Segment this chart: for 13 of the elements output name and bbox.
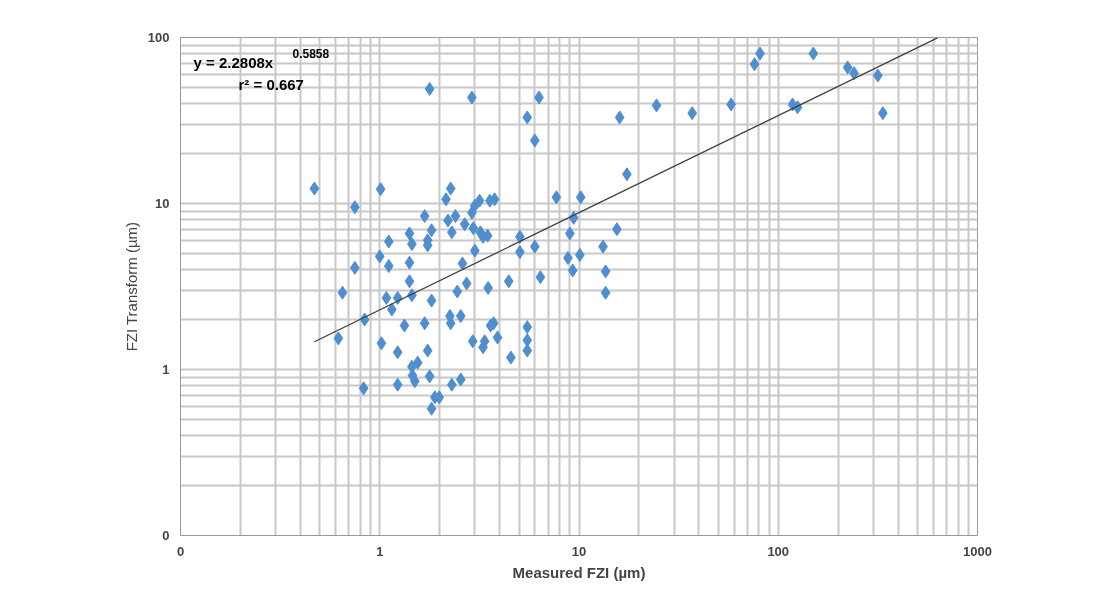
y-tick-label: 10	[155, 196, 170, 211]
x-tick-label: 100	[767, 543, 790, 559]
y-axis-title: FZI Transform (µm)	[122, 221, 140, 352]
y-tick-label: 0	[162, 528, 170, 543]
text: y = 2.2808x0.5858	[193, 46, 330, 71]
x-axis-title: Measured FZI (µm)	[512, 563, 646, 581]
y-tick-label: 100	[147, 30, 170, 45]
y-tick-label: 1	[162, 362, 170, 377]
x-tick-label: 1	[376, 543, 384, 559]
x-tick-label: 0	[176, 543, 185, 559]
x-tick-label: 10	[571, 543, 587, 559]
x-tick-label: 1000	[963, 543, 992, 559]
annotation: r² = 0.667	[238, 75, 304, 93]
